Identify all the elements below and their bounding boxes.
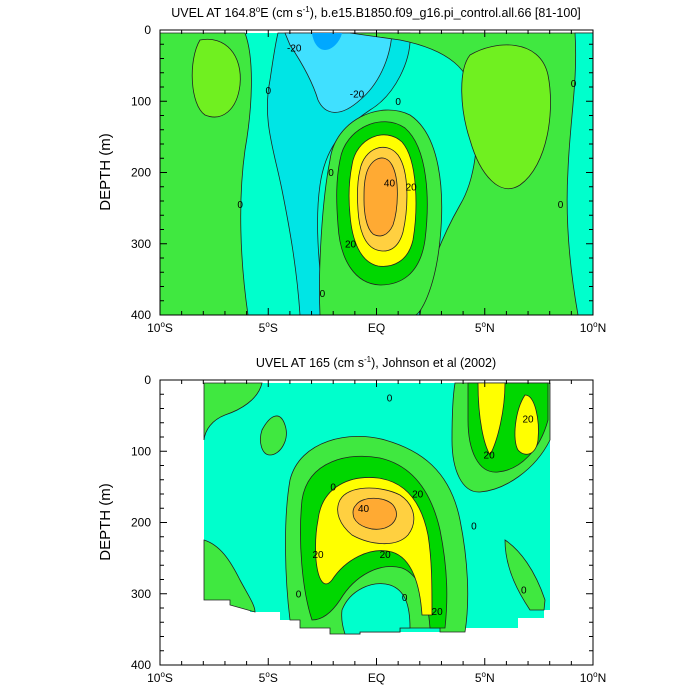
contour-label: -20 <box>287 43 302 54</box>
contour-label: 40 <box>358 504 370 515</box>
contour-label: 0 <box>296 589 302 600</box>
panel-2-title: UVEL AT 165 (cm s-1), Johnson et al (200… <box>256 355 496 370</box>
y-tick-label: 300 <box>131 237 151 251</box>
contour-label: 0 <box>320 289 326 300</box>
contour-label: 20 <box>380 550 392 561</box>
band-positive-west-3 <box>260 415 287 456</box>
x-tick-label: 5oS <box>259 670 278 685</box>
band-positive-east-2 <box>504 539 546 611</box>
contour-label: 0 <box>402 593 408 604</box>
y-tick-label: 300 <box>131 587 151 601</box>
y-tick-label: 0 <box>144 23 151 37</box>
contour-label: 0 <box>387 393 393 404</box>
contour-label: -20 <box>350 90 365 101</box>
contour-label: 20 <box>522 415 534 426</box>
panel-2-filled-contours: 0 20 20 0 20 40 0 20 20 0 0 0 20 <box>203 382 551 635</box>
band-euc-40 <box>363 157 398 237</box>
panel-1-filled-contours: -20 -20 0 0 0 0 0 0 0 40 20 20 <box>160 32 593 315</box>
band-zero-intrusion <box>341 583 411 635</box>
contour-label: 0 <box>558 200 564 211</box>
band-east-20-a <box>477 382 506 456</box>
x-tick-label: EQ <box>368 321 385 335</box>
contour-label: 0 <box>237 200 243 211</box>
x-tick-label: 5oN <box>475 670 495 685</box>
panel-2-ylabel: DEPTH (m) <box>97 483 114 561</box>
y-tick-label: 400 <box>131 658 151 672</box>
panel-1-title: UVEL AT 164.8oE (cm s-1), b.e15.B1850.f0… <box>171 5 581 20</box>
contour-label: 20 <box>412 490 424 501</box>
y-tick-label: 100 <box>131 94 151 108</box>
x-tick-label: 10oS <box>147 670 173 685</box>
y-tick-label: 200 <box>131 516 151 530</box>
panel-1-contour-labels: -20 -20 0 0 0 0 0 0 0 40 20 20 <box>237 43 576 300</box>
contour-label: 20 <box>406 182 418 193</box>
y-tick-label: 100 <box>131 444 151 458</box>
panel-observations: UVEL AT 165 (cm s-1), Johnson et al (200… <box>97 355 606 685</box>
x-tick-label: 10oN <box>580 320 606 335</box>
band-neg20 <box>284 32 393 113</box>
contour-label: 0 <box>471 522 477 533</box>
x-tick-label: 10oN <box>580 670 606 685</box>
band-zero-east <box>566 32 593 315</box>
y-tick-label: 0 <box>144 373 151 387</box>
contour-label: 0 <box>571 79 577 90</box>
band-positive-west <box>203 382 263 441</box>
band-pos-west-core <box>191 38 241 118</box>
y-tick-label: 200 <box>131 166 151 180</box>
contour-label: 40 <box>384 179 396 190</box>
panel-2-contour-labels: 0 20 20 0 20 40 0 20 20 0 0 0 20 <box>296 393 534 618</box>
contour-label: 20 <box>432 607 444 618</box>
contour-label: 20 <box>312 550 324 561</box>
contour-label: 20 <box>345 239 357 250</box>
x-tick-label: 10oS <box>147 320 173 335</box>
contour-label: 20 <box>484 450 496 461</box>
contour-label: 0 <box>265 86 271 97</box>
y-tick-label: 400 <box>131 308 151 322</box>
panel-1-ylabel: DEPTH (m) <box>97 133 114 211</box>
panel-model: UVEL AT 164.8oE (cm s-1), b.e15.B1850.f0… <box>97 5 606 335</box>
x-tick-label: EQ <box>368 671 385 685</box>
band-neg40 <box>312 33 342 50</box>
band-east-20-b <box>514 394 539 455</box>
band-euc-40 <box>352 497 397 530</box>
contour-label: 0 <box>328 168 334 179</box>
band-positive-west-2 <box>203 539 256 613</box>
contour-label: 0 <box>395 97 401 108</box>
contour-label: 0 <box>330 482 336 493</box>
x-tick-label: 5oS <box>259 320 278 335</box>
x-tick-label: 5oN <box>475 320 495 335</box>
contour-label: 0 <box>521 586 527 597</box>
band-pos-east-core <box>461 44 551 190</box>
